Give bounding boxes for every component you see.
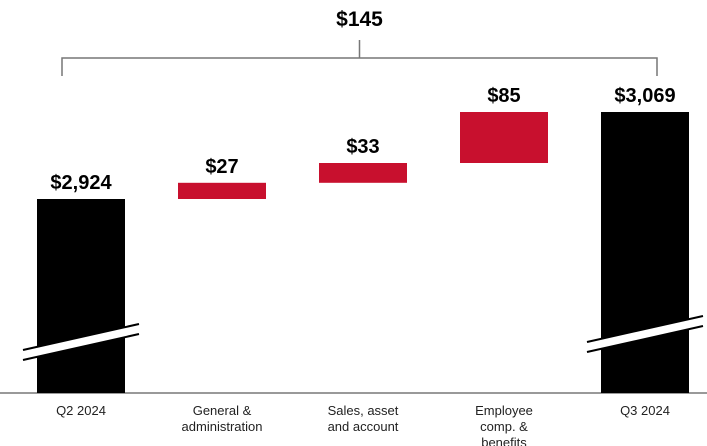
- bar: [319, 163, 407, 183]
- category-label: General & administration: [181, 403, 263, 434]
- axis-break-line: [586, 325, 704, 353]
- bar: [601, 112, 689, 393]
- category-label: Q3 2024: [620, 403, 670, 418]
- value-label: $33: [346, 136, 379, 158]
- bracket: [61, 40, 658, 76]
- value-label: $3,069: [614, 85, 675, 107]
- bar: [178, 182, 266, 199]
- value-label: $85: [487, 85, 520, 107]
- value-label: $27: [205, 156, 238, 178]
- category-label: Employee comp. & benefits: [475, 403, 533, 446]
- axis-break-line: [22, 323, 140, 351]
- total-change: $145: [336, 8, 383, 31]
- category-label: Sales, asset and account: [327, 403, 399, 434]
- category-label: Q2 2024: [56, 403, 106, 418]
- bar: [37, 199, 125, 393]
- bar: [460, 112, 548, 163]
- axis-break: [23, 324, 139, 360]
- axis-break-line: [22, 333, 140, 361]
- axis-break: [587, 316, 703, 352]
- value-label: $2,924: [50, 172, 112, 194]
- axis-break-line: [586, 315, 704, 343]
